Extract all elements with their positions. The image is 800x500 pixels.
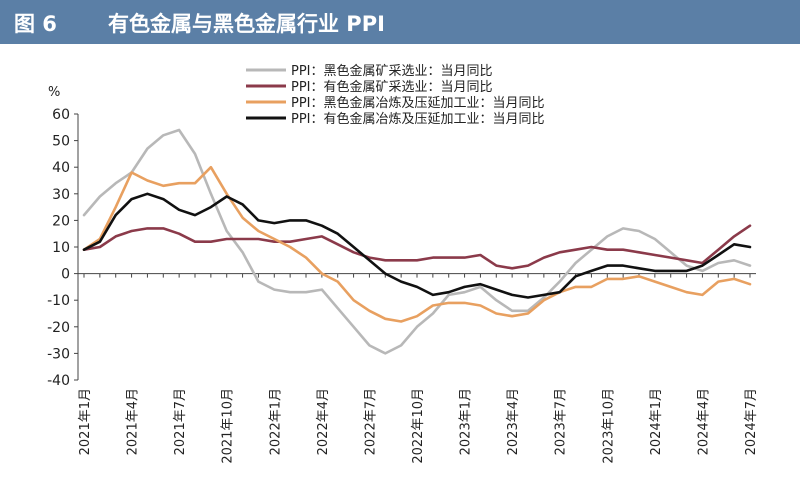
- y-tick-label: 30: [52, 187, 70, 203]
- y-tick-label: 50: [52, 134, 70, 150]
- series-group: [82, 128, 752, 355]
- x-tick-label: 2021年7月: [173, 388, 188, 455]
- x-tick-label: 2023年4月: [506, 388, 521, 455]
- y-tick-label: 20: [52, 213, 70, 229]
- x-tick-label: 2023年10月: [601, 388, 616, 464]
- x-tick-label: 2022年4月: [316, 388, 331, 455]
- y-axis-unit: %: [48, 85, 60, 100]
- x-tick-label: 2023年7月: [554, 388, 569, 455]
- x-tick-label: 2021年10月: [221, 388, 236, 464]
- legend-label-1: PPI：有色金属矿采选业：当月同比: [291, 79, 493, 95]
- y-tick-label: -30: [47, 346, 70, 362]
- x-tick-label: 2022年7月: [363, 388, 378, 455]
- y-tick-label: -10: [47, 293, 70, 309]
- legend: PPI：黑色金属矿采选业：当月同比PPI：有色金属矿采选业：当月同比PPI：黑色…: [246, 63, 545, 127]
- x-tick-label: 2022年10月: [411, 388, 426, 464]
- x-tick-label: 2024年1月: [649, 388, 664, 455]
- legend-label-3: PPI：有色金属冶炼及压延加工业：当月同比: [291, 111, 545, 127]
- x-tick-label: 2024年7月: [744, 388, 759, 455]
- x-tick-label: 2021年4月: [126, 388, 141, 455]
- x-tick-label: 2024年4月: [696, 388, 711, 455]
- y-tick-label: 40: [52, 160, 70, 176]
- y-tick-label: 60: [52, 107, 70, 123]
- series-line-2: [82, 165, 752, 323]
- legend-label-0: PPI：黑色金属矿采选业：当月同比: [291, 63, 493, 79]
- x-tick-label: 2023年1月: [459, 388, 474, 455]
- series-line-1: [82, 224, 752, 270]
- title-bar: 图 6 有色金属与黑色金属行业 PPI: [0, 0, 800, 44]
- chart-title: 有色金属与黑色金属行业 PPI: [108, 12, 385, 36]
- series-line-0: [82, 128, 752, 355]
- figure-number: 图 6: [14, 12, 57, 36]
- y-tick-label: 10: [52, 240, 70, 256]
- y-tick-label: -20: [47, 320, 70, 336]
- series-line-3: [82, 192, 752, 299]
- legend-label-2: PPI：黑色金属冶炼及压延加工业：当月同比: [291, 95, 545, 111]
- bottom-strip: [0, 494, 800, 500]
- x-tick-label: 2022年1月: [268, 388, 283, 455]
- axes: 60 50 40 30 20 10 0 -10 -20 -30 -40 2021年1月 2021年4月 2…: [47, 107, 759, 464]
- x-tick-label: 2021年1月: [78, 388, 93, 455]
- y-tick-label: 0: [61, 267, 70, 283]
- y-tick-label: -40: [47, 373, 70, 389]
